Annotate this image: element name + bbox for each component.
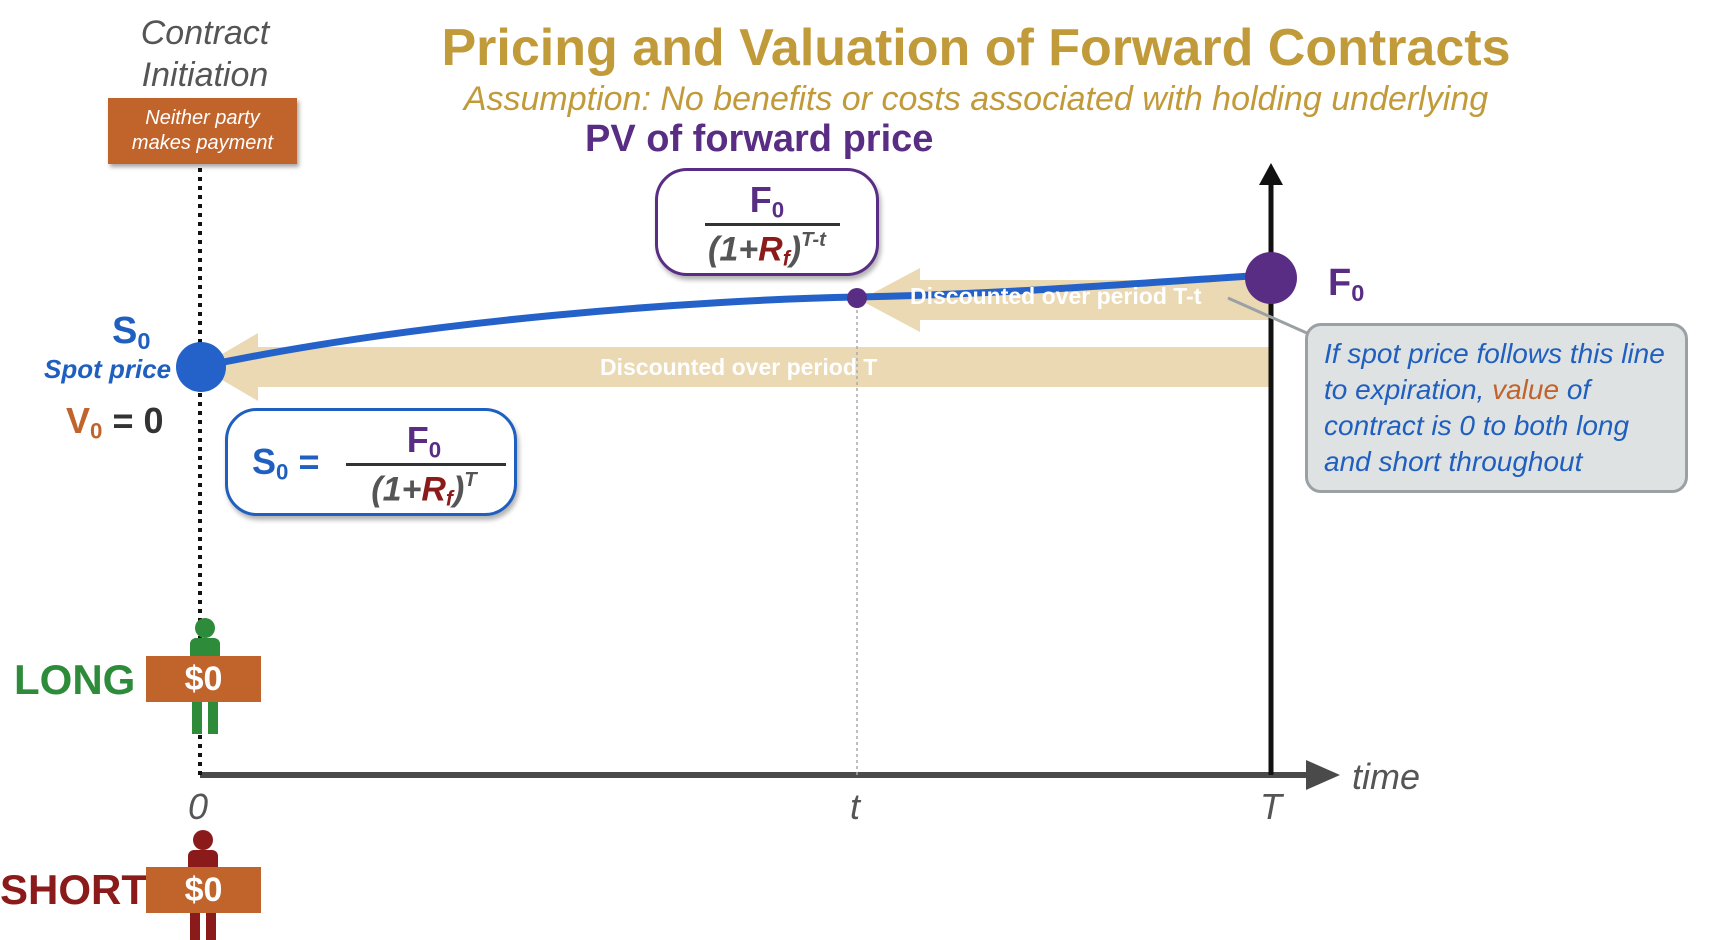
long-label: LONG — [14, 656, 136, 703]
s0-dot — [176, 342, 226, 392]
axis-label-time: time — [1352, 756, 1421, 797]
page-subtitle: Assumption: No benefits or costs associa… — [463, 80, 1489, 118]
discount-label-T: Discounted over period T — [600, 354, 878, 380]
time-axis — [200, 760, 1340, 790]
axis-tick-T: T — [1260, 786, 1282, 827]
s0-formula-denominator: (1+Rf)T — [371, 469, 477, 511]
spot-price-label: Spot price — [44, 354, 172, 384]
t-dot — [847, 288, 867, 308]
initiation-badge: Neither party makes payment — [108, 98, 297, 164]
pv-formula-fraction-bar — [705, 223, 840, 226]
s0-formula-numerator: F0 — [406, 419, 442, 463]
note-pointer — [1227, 296, 1319, 340]
short-label: SHORT — [0, 866, 147, 913]
initiation-badge-line1: Neither party — [145, 107, 260, 129]
f0-label: F0 — [1328, 262, 1365, 306]
discount-label-T-minus-t: Discounted over period T-t — [910, 283, 1202, 309]
pv-formula-box: F0 (1+Rf)T-t — [655, 168, 879, 276]
note-text-part1: If spot price follows this line to expir… — [1324, 338, 1665, 405]
discount-arrow-T — [200, 333, 1271, 401]
s0-formula-box: S0 = F0 (1+Rf)T — [225, 408, 517, 516]
initiation-badge-line2: makes payment — [131, 132, 274, 154]
page-title: Pricing and Valuation of Forward Contrac… — [441, 19, 1511, 77]
initiation-label-line1: Contract — [140, 14, 270, 52]
note-callout: If spot price follows this line to expir… — [1305, 323, 1688, 493]
long-payment-box: $0 — [146, 656, 261, 702]
axis-tick-t: t — [850, 786, 861, 827]
pv-formula-denominator: (1+Rf)T-t — [708, 229, 826, 271]
s0-label: S0 — [112, 310, 151, 354]
f0-dot — [1245, 252, 1297, 304]
short-payment-box: $0 — [146, 867, 261, 913]
axis-tick-0: 0 — [188, 786, 209, 827]
initiation-label-line2: Initiation — [141, 56, 269, 94]
pv-formula-numerator: F0 — [749, 179, 785, 223]
spot-price-curve — [199, 271, 1269, 371]
pv-forward-label: PV of forward price — [585, 118, 934, 160]
note-highlight: value — [1492, 374, 1560, 405]
initiation-label: Contract Initiation — [110, 12, 300, 96]
v0-label: V0 = 0 — [66, 400, 164, 444]
s0-formula-fraction-bar — [346, 463, 506, 466]
s0-formula-lhs: S0 = — [252, 441, 320, 485]
note-text-part2: of contract is 0 to both long and short … — [1324, 374, 1630, 477]
